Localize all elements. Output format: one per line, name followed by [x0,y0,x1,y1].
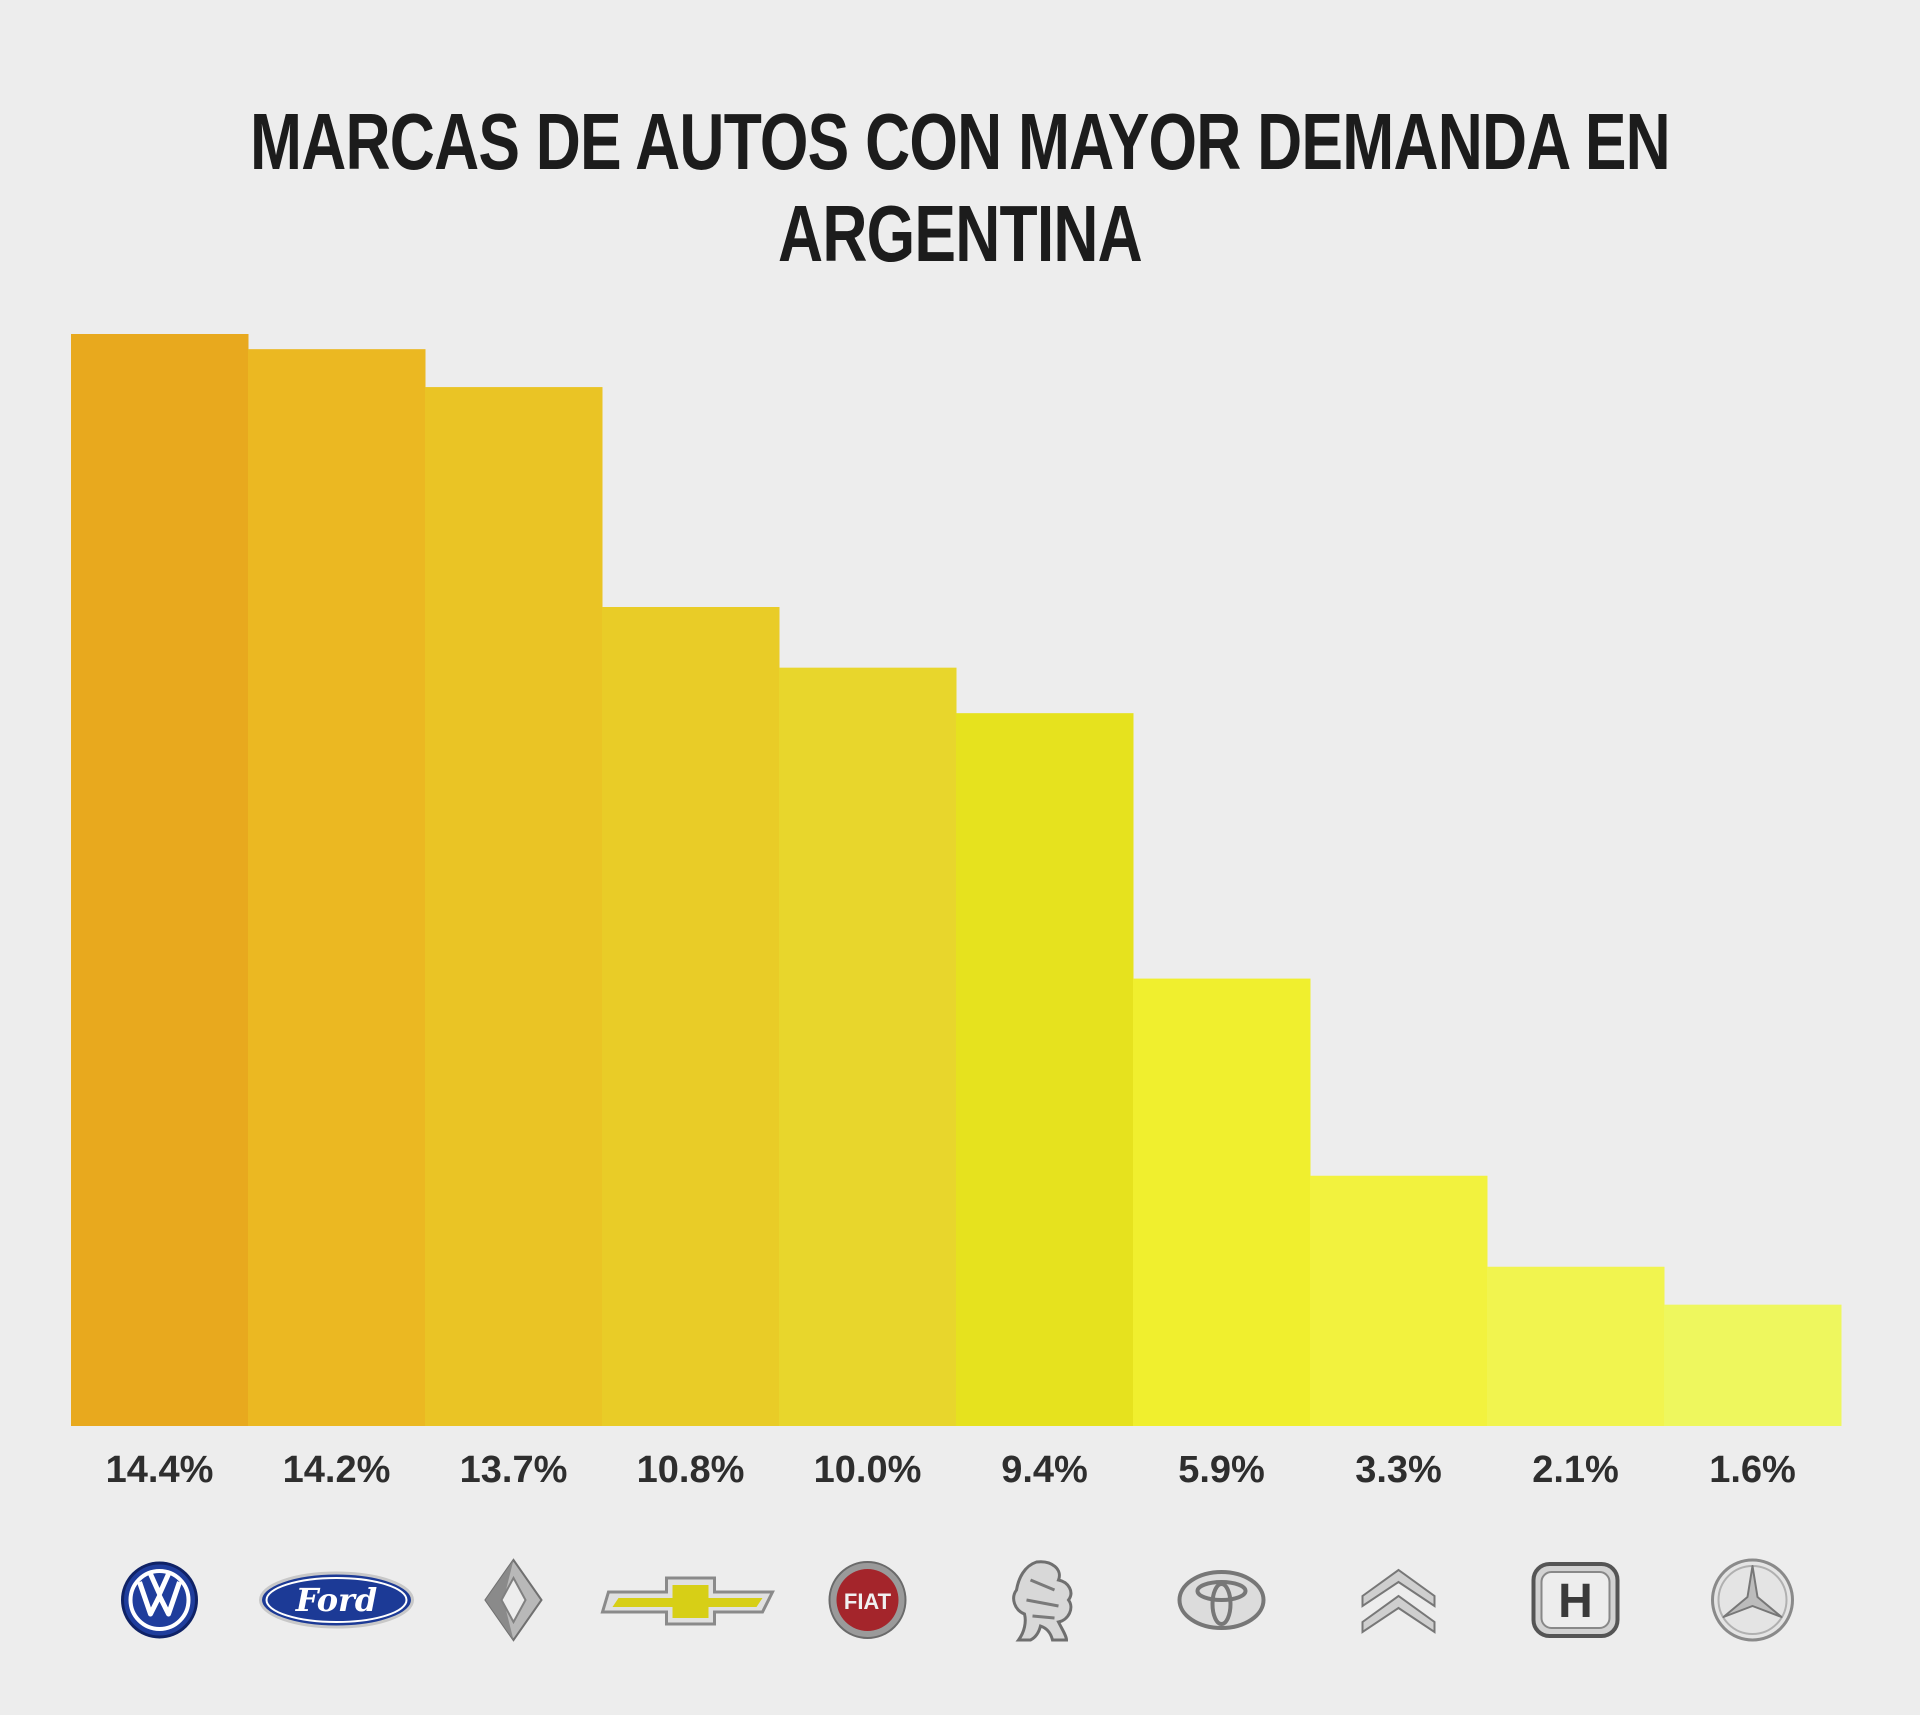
peugeot-logo-icon [1012,1560,1073,1642]
value-label-peugeot: 9.4% [1001,1449,1088,1491]
toyota-logo-icon [1177,1570,1266,1630]
chart-title: MARCAS DE AUTOS CON MAYOR DEMANDA EN ARG… [250,97,1671,278]
bar-citroen [1310,1175,1488,1426]
bar-chevrolet [602,607,780,1426]
bar-ford [248,349,426,1427]
honda-logo-icon: H [1531,1562,1620,1638]
bar-peugeot [956,713,1134,1426]
value-label-renault: 13.7% [460,1449,568,1491]
svg-text:H: H [1558,1575,1593,1628]
value-labels-layer: 14.4% 14.2% 13.7% 10.8% 10.0% 9.4% 5.9% 3.3% 2.1… [106,1449,1796,1491]
bars-layer [71,334,1842,1427]
value-label-toyota: 5.9% [1178,1449,1265,1491]
mercedes-benz-logo-icon [1711,1558,1794,1642]
value-label-fiat: 10.0% [814,1449,922,1491]
value-label-volkswagen: 14.4% [106,1449,214,1491]
value-label-citroen: 3.3% [1355,1449,1442,1491]
bar-mercedes-benz [1664,1304,1842,1426]
citroen-logo-icon [1361,1568,1436,1634]
bar-volkswagen [71,334,249,1426]
bar-honda [1487,1266,1665,1426]
value-label-mercedes-benz: 1.6% [1709,1449,1796,1491]
bar-fiat [779,667,957,1426]
value-label-chevrolet: 10.8% [637,1449,745,1491]
volkswagen-logo-icon [121,1561,198,1639]
svg-text:FIAT: FIAT [844,1589,892,1614]
chevrolet-logo-icon [600,1576,775,1626]
renault-logo-icon [484,1558,543,1642]
fiat-logo-icon: FIAT [828,1561,907,1639]
bar-renault [425,387,603,1426]
brand-logos-layer: Ford FIAT H [121,1558,1794,1642]
ford-logo-icon: Ford [259,1571,414,1629]
value-label-honda: 2.1% [1532,1449,1619,1491]
bar-toyota [1133,978,1311,1426]
value-label-ford: 14.2% [283,1449,391,1491]
svg-text:Ford: Ford [295,1581,378,1619]
